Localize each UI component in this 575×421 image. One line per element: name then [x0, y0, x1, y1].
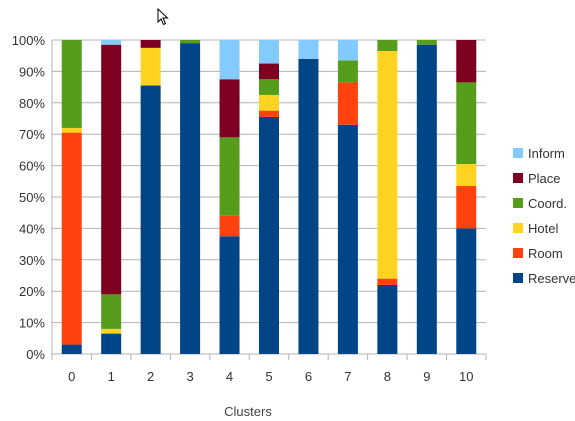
- bar-segment-place: [101, 44, 122, 295]
- y-tick-label: 10%: [19, 316, 45, 331]
- x-tick-label: 2: [147, 369, 154, 384]
- bar-segment-reserve: [456, 228, 477, 354]
- y-tick-label: 60%: [19, 159, 45, 174]
- legend-label: Reserve: [528, 271, 575, 286]
- bar-segment-coord: [337, 60, 358, 83]
- y-tick-label: 20%: [19, 284, 45, 299]
- legend-swatch: [513, 223, 523, 233]
- bar-segment-inform: [298, 40, 319, 59]
- legend-swatch: [513, 273, 523, 283]
- x-tick-label: 6: [305, 369, 312, 384]
- bar-segment-hotel: [456, 164, 477, 187]
- bar-segment-room: [456, 186, 477, 229]
- bar-segment-reserve: [377, 284, 398, 354]
- bar-segment-coord: [456, 82, 477, 165]
- bar-segment-coord: [377, 40, 398, 51]
- bar-segment-inform: [101, 40, 122, 45]
- x-tick-label: 0: [68, 369, 75, 384]
- legend-label: Inform: [528, 146, 565, 161]
- bar-segment-inform: [337, 40, 358, 61]
- bar-segment-coord: [416, 40, 437, 45]
- bar-segment-reserve: [259, 116, 279, 355]
- y-tick-label: 70%: [19, 127, 45, 142]
- y-tick-label: 40%: [19, 221, 45, 236]
- bar-segment-coord: [219, 137, 240, 216]
- x-tick-label: 9: [423, 369, 430, 384]
- bar-segment-coord: [101, 294, 122, 329]
- y-tick-label: 100%: [12, 33, 46, 48]
- bar-segment-hotel: [377, 50, 398, 279]
- x-tick-label: 3: [186, 369, 193, 384]
- bar-segment-place: [456, 40, 477, 83]
- x-tick-label: 10: [459, 369, 473, 384]
- x-tick-labels: 0 1 2 3 4 5 6 7 8 9 10: [68, 369, 473, 384]
- legend-swatch: [513, 248, 523, 258]
- bar-segment-coord: [61, 40, 82, 128]
- mouse-pointer-icon: [157, 8, 169, 26]
- bar-segment-inform: [259, 40, 279, 64]
- legend-label: Room: [528, 246, 563, 261]
- bar-segment-room: [259, 110, 279, 117]
- x-tick-label: 5: [265, 369, 272, 384]
- bar-segment-coord: [180, 40, 201, 44]
- legend: Inform Place Coord. Hotel Room Reserve: [513, 146, 575, 286]
- bar-segment-room: [219, 215, 240, 237]
- legend-label: Place: [528, 171, 561, 186]
- y-tick-label: 50%: [19, 190, 45, 205]
- x-tick-label: 8: [384, 369, 391, 384]
- bar-segment-hotel: [61, 127, 82, 133]
- bar-segment-reserve: [101, 333, 122, 354]
- y-tick-label: 80%: [19, 96, 45, 111]
- x-tick-label: 7: [344, 369, 351, 384]
- x-tick-label: 4: [226, 369, 233, 384]
- y-tick-label: 30%: [19, 253, 45, 268]
- bar-segment-inform: [219, 40, 240, 80]
- bars: [61, 40, 477, 355]
- x-axis-title: Clusters: [224, 404, 272, 419]
- bar-segment-coord: [259, 79, 279, 95]
- bar-segment-room: [377, 278, 398, 285]
- bar-segment-hotel: [259, 94, 279, 111]
- bar-segment-hotel: [101, 328, 122, 334]
- y-tick-label: 0%: [26, 347, 45, 362]
- bar-segment-hotel: [140, 47, 161, 86]
- y-tick-labels: 0% 10% 20% 30% 40% 50% 60% 70% 80% 90% 100%: [12, 33, 46, 362]
- bar-segment-reserve: [337, 124, 358, 354]
- bar-segment-place: [259, 63, 279, 80]
- x-tick-label: 1: [108, 369, 115, 384]
- bar-segment-room: [61, 132, 82, 345]
- bar-segment-place: [219, 79, 240, 138]
- bar-segment-reserve: [61, 344, 82, 354]
- legend-label: Coord.: [528, 196, 567, 211]
- bar-segment-reserve: [140, 85, 161, 354]
- legend-swatch: [513, 173, 523, 183]
- legend-swatch: [513, 198, 523, 208]
- bar-segment-reserve: [416, 44, 437, 355]
- bar-segment-reserve: [180, 43, 201, 354]
- bar-segment-reserve: [298, 58, 319, 355]
- legend-label: Hotel: [528, 221, 558, 236]
- bar-segment-reserve: [219, 236, 240, 354]
- legend-swatch: [513, 148, 523, 158]
- bar-segment-place: [140, 40, 161, 48]
- y-tick-label: 90%: [19, 64, 45, 79]
- bar-segment-room: [337, 82, 358, 125]
